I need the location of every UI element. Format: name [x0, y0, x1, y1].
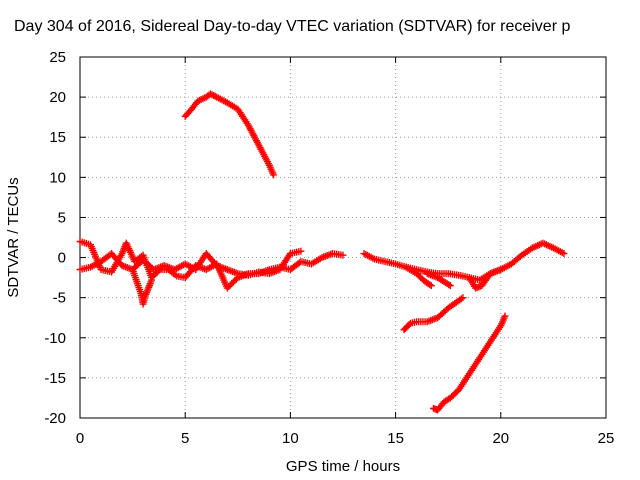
data-point-arc-high — [210, 92, 218, 100]
series-arc-branch-3 — [465, 266, 503, 292]
data-point-arc-dip-3h — [148, 276, 156, 284]
x-tick-label: 25 — [598, 430, 615, 447]
plot-frame — [79, 56, 607, 419]
y-tick-label: 5 — [58, 209, 66, 226]
data-point-arc-high — [208, 91, 216, 99]
data-point-arc-branch-3 — [497, 266, 505, 274]
data-point-arc-high — [206, 90, 214, 98]
x-tick-label: 20 — [492, 430, 509, 447]
x-axis-label: GPS time / hours — [286, 458, 400, 475]
y-tick-label: 0 — [58, 250, 66, 267]
chart-title: Day 304 of 2016, Sidereal Day-to-day VTE… — [14, 18, 571, 35]
x-tick-label: 15 — [387, 430, 404, 447]
series-arc-neg-mid — [400, 295, 465, 334]
y-tick-label: -15 — [44, 370, 66, 387]
series-arc-neg-low — [429, 314, 508, 414]
data-point-arc-main-3 — [560, 250, 568, 258]
y-axis-label: SDTVAR / TECUs — [5, 177, 22, 297]
axis-ticks: 0 5 10 15 20 25 -20 -15 -10 -5 0 5 10 15 20 25 — [44, 49, 614, 447]
data-point-arc-main-2 — [297, 247, 305, 255]
series-arc-branch-2 — [423, 270, 453, 289]
data-point-arc-high — [270, 171, 278, 179]
gridlines — [80, 57, 606, 418]
data-markers — [76, 90, 568, 414]
series-arc-dip-3h — [129, 266, 155, 308]
y-tick-label: 20 — [49, 89, 66, 106]
data-point-arc-branch-2 — [446, 282, 454, 290]
y-tick-label: 25 — [49, 49, 66, 66]
data-point-arc-branch-2 — [445, 281, 453, 289]
x-tick-label: 10 — [282, 430, 299, 447]
data-point-arc-neg-mid — [459, 294, 467, 302]
y-tick-label: -10 — [44, 330, 66, 347]
series-arc-main-1 — [76, 238, 345, 292]
data-point-arc-neg-low — [501, 312, 509, 320]
series-arc-high — [181, 90, 277, 177]
y-tick-label: -5 — [53, 290, 66, 307]
x-tick-label: 5 — [181, 430, 189, 447]
data-point-arc-main-1 — [339, 251, 347, 259]
data-point-arc-branch-1 — [427, 282, 435, 290]
data-point-arc-branch-1 — [426, 281, 434, 289]
series-arc-main-3 — [360, 239, 566, 284]
series-arc-branch-1 — [402, 263, 434, 289]
y-tick-label: -20 — [44, 410, 66, 427]
y-tick-label: 15 — [49, 129, 66, 146]
x-tick-label: 0 — [76, 430, 84, 447]
y-tick-label: 10 — [49, 169, 66, 186]
